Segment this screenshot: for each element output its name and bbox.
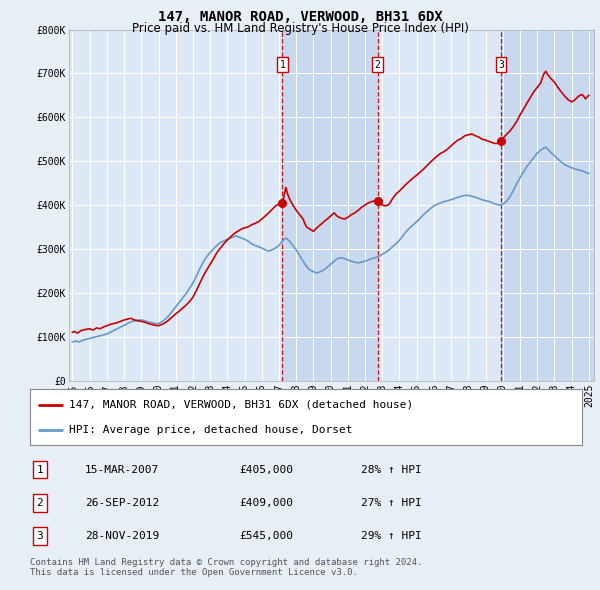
Text: £545,000: £545,000 xyxy=(240,531,294,541)
Text: 1: 1 xyxy=(37,465,43,475)
Text: 3: 3 xyxy=(37,531,43,541)
Bar xyxy=(283,30,377,381)
Text: 1: 1 xyxy=(280,60,286,70)
Text: 28% ↑ HPI: 28% ↑ HPI xyxy=(361,465,422,475)
Text: £409,000: £409,000 xyxy=(240,498,294,508)
Text: Price paid vs. HM Land Registry's House Price Index (HPI): Price paid vs. HM Land Registry's House … xyxy=(131,22,469,35)
Bar xyxy=(501,30,594,381)
Text: 28-NOV-2019: 28-NOV-2019 xyxy=(85,531,160,541)
Text: 27% ↑ HPI: 27% ↑ HPI xyxy=(361,498,422,508)
Text: 15-MAR-2007: 15-MAR-2007 xyxy=(85,465,160,475)
Text: Contains HM Land Registry data © Crown copyright and database right 2024.
This d: Contains HM Land Registry data © Crown c… xyxy=(30,558,422,577)
Text: HPI: Average price, detached house, Dorset: HPI: Average price, detached house, Dors… xyxy=(68,425,352,435)
Text: 2: 2 xyxy=(37,498,43,508)
Text: 29% ↑ HPI: 29% ↑ HPI xyxy=(361,531,422,541)
Text: 2: 2 xyxy=(374,60,380,70)
Text: 147, MANOR ROAD, VERWOOD, BH31 6DX: 147, MANOR ROAD, VERWOOD, BH31 6DX xyxy=(158,10,442,24)
Text: £405,000: £405,000 xyxy=(240,465,294,475)
Text: 3: 3 xyxy=(498,60,504,70)
Text: 26-SEP-2012: 26-SEP-2012 xyxy=(85,498,160,508)
Text: 147, MANOR ROAD, VERWOOD, BH31 6DX (detached house): 147, MANOR ROAD, VERWOOD, BH31 6DX (deta… xyxy=(68,399,413,409)
